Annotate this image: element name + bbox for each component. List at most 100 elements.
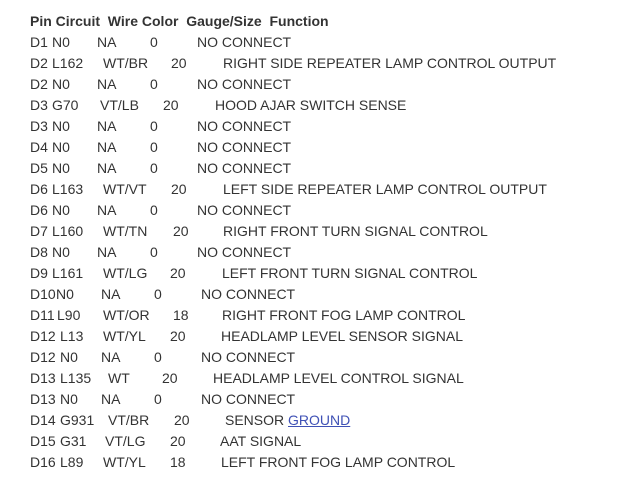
cell-circuit: N0 <box>52 202 70 218</box>
cell-circuit: N0 <box>52 34 70 50</box>
cell-circuit: G931 <box>60 412 95 428</box>
table-row: D13 N0 NA 0 NO CONNECT <box>0 391 625 411</box>
cell-wire: NA <box>97 34 117 50</box>
cell-wire: NA <box>97 139 117 155</box>
cell-function: AAT SIGNAL <box>220 433 302 449</box>
cell-pin: D7 <box>30 223 48 239</box>
table-row: D2 N0 NA 0 NO CONNECT <box>0 76 625 96</box>
cell-pin: D5 <box>30 160 48 176</box>
table-row: D12 L13 WT/YL 20 HEADLAMP LEVEL SENSOR SIGNA… <box>0 328 625 348</box>
cell-pin: D14 <box>30 412 56 428</box>
cell-gauge: 20 <box>170 265 186 281</box>
cell-wire: WT/TN <box>103 223 148 239</box>
table-row: D13 L135 WT 20 HEADLAMP LEVEL CONTROL SIGNAL <box>0 370 625 390</box>
cell-gauge: 0 <box>150 202 158 218</box>
cell-wire: VT/BR <box>108 412 150 428</box>
cell-gauge: 0 <box>150 160 158 176</box>
table-row: D5 N0 NA 0 NO CONNECT <box>0 160 625 180</box>
cell-pin: D15 <box>30 433 56 449</box>
cell-pin: D13 <box>30 370 56 386</box>
cell-wire: NA <box>97 202 117 218</box>
cell-pin: D2 <box>30 76 48 92</box>
cell-wire: WT <box>108 370 130 386</box>
cell-pin: D11 <box>30 307 55 323</box>
cell-circuit: N0 <box>52 244 70 260</box>
cell-function: HEADLAMP LEVEL CONTROL SIGNAL <box>213 370 464 386</box>
cell-wire: WT/YL <box>103 454 146 470</box>
cell-pin: D4 <box>30 139 48 155</box>
cell-pin: D9 <box>30 265 48 281</box>
cell-circuit: N0 <box>52 139 70 155</box>
cell-wire: NA <box>101 349 121 365</box>
cell-gauge: 20 <box>170 328 186 344</box>
table-row: D3 N0 NA 0 NO CONNECT <box>0 118 625 138</box>
cell-circuit: L13 <box>60 328 84 344</box>
cell-function: RIGHT FRONT FOG LAMP CONTROL <box>222 307 466 323</box>
cell-circuit: G31 <box>60 433 87 449</box>
table-row: D4 N0 NA 0 NO CONNECT <box>0 139 625 159</box>
cell-gauge: 0 <box>154 391 162 407</box>
cell-function: NO CONNECT <box>197 76 292 92</box>
table-row: D1 N0 NA 0 NO CONNECT <box>0 34 625 54</box>
cell-circuit: L135 <box>60 370 92 386</box>
cell-pin: D10 <box>30 286 56 302</box>
cell-function: LEFT SIDE REPEATER LAMP CONTROL OUTPUT <box>223 181 547 197</box>
cell-function: NO CONNECT <box>197 139 292 155</box>
cell-gauge: 20 <box>170 433 186 449</box>
table-row: D9 L161 WT/LG 20 LEFT FRONT TURN SIGNAL CONT… <box>0 265 625 285</box>
cell-pin: D6 <box>30 181 48 197</box>
cell-circuit: N0 <box>60 349 78 365</box>
cell-wire: WT/OR <box>103 307 150 323</box>
cell-gauge: 0 <box>154 349 162 365</box>
table-row: D6 N0 NA 0 NO CONNECT <box>0 202 625 222</box>
cell-circuit: L163 <box>52 181 84 197</box>
cell-function-text: SENSOR <box>225 412 289 428</box>
cell-function: NO CONNECT <box>197 118 292 134</box>
cell-wire: NA <box>97 160 117 176</box>
cell-wire: VT/LG <box>105 433 146 449</box>
cell-pin: D3 <box>30 97 48 113</box>
cell-wire: WT/VT <box>103 181 147 197</box>
cell-gauge: 20 <box>162 370 178 386</box>
cell-gauge: 18 <box>170 454 186 470</box>
cell-gauge: 0 <box>150 34 158 50</box>
ground-link[interactable]: GROUND <box>288 412 351 428</box>
cell-circuit: L89 <box>60 454 84 470</box>
cell-circuit: G70 <box>52 97 79 113</box>
cell-function: SENSOR GROUND <box>225 412 350 428</box>
cell-wire: NA <box>97 244 117 260</box>
table-header: Pin Circuit Wire Color Gauge/Size Functi… <box>30 13 329 29</box>
cell-function: NO CONNECT <box>197 202 292 218</box>
cell-circuit: L161 <box>52 265 84 281</box>
cell-function: LEFT FRONT FOG LAMP CONTROL <box>221 454 456 470</box>
cell-wire: NA <box>101 286 121 302</box>
cell-pin: D3 <box>30 118 48 134</box>
cell-gauge: 20 <box>163 97 179 113</box>
cell-circuit: N0 <box>52 118 70 134</box>
cell-circuit: N0 <box>60 391 78 407</box>
cell-gauge: 0 <box>150 76 158 92</box>
cell-gauge: 0 <box>150 118 158 134</box>
cell-function: NO CONNECT <box>201 349 296 365</box>
cell-gauge: 20 <box>171 55 187 71</box>
cell-gauge: 0 <box>150 244 158 260</box>
cell-function: NO CONNECT <box>197 160 292 176</box>
cell-wire: WT/LG <box>103 265 148 281</box>
cell-gauge: 0 <box>150 139 158 155</box>
cell-function: RIGHT SIDE REPEATER LAMP CONTROL OUTPUT <box>223 55 557 71</box>
cell-wire: VT/LB <box>100 97 139 113</box>
table-row: D10 N0 NA 0 NO CONNECT <box>0 286 625 306</box>
table-row: D8 N0 NA 0 NO CONNECT <box>0 244 625 264</box>
cell-pin: D8 <box>30 244 48 260</box>
cell-circuit: N0 <box>52 160 70 176</box>
cell-function: HEADLAMP LEVEL SENSOR SIGNAL <box>221 328 463 344</box>
cell-pin: D1 <box>30 34 48 50</box>
cell-pin: D16 <box>30 454 56 470</box>
table-row: D2 L162 WT/BR 20 RIGHT SIDE REPEATER LAMP CO… <box>0 55 625 75</box>
cell-gauge: 0 <box>154 286 162 302</box>
table-row: D6 L163 WT/VT 20 LEFT SIDE REPEATER LAMP CON… <box>0 181 625 201</box>
cell-wire: WT/YL <box>103 328 146 344</box>
cell-pin: D12 <box>30 328 56 344</box>
cell-pin: D2 <box>30 55 48 71</box>
cell-function: NO CONNECT <box>201 286 296 302</box>
